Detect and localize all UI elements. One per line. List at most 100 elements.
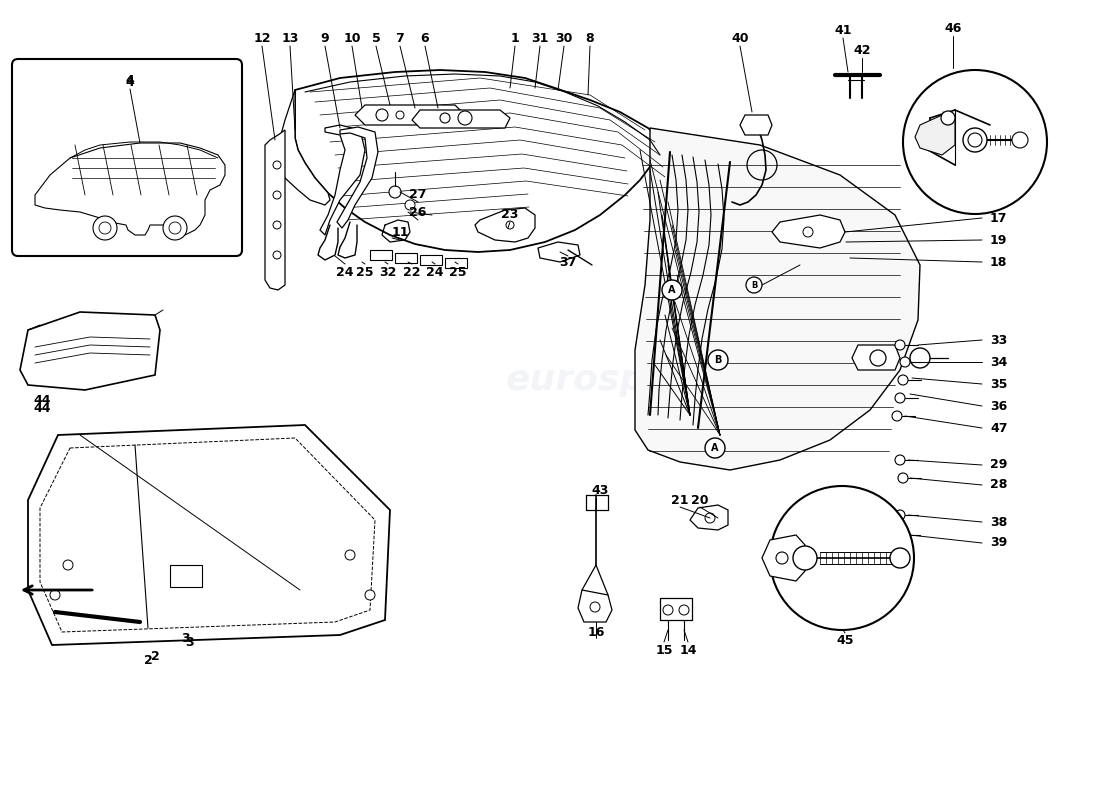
Text: 27: 27	[409, 189, 427, 202]
Circle shape	[705, 438, 725, 458]
Text: 4: 4	[125, 75, 134, 89]
Circle shape	[900, 357, 910, 367]
Text: 2: 2	[144, 654, 153, 666]
Polygon shape	[278, 90, 330, 205]
Polygon shape	[320, 125, 365, 235]
Circle shape	[770, 486, 914, 630]
Text: B: B	[714, 355, 722, 365]
Circle shape	[898, 473, 907, 483]
Circle shape	[440, 113, 450, 123]
Text: 18: 18	[990, 255, 1008, 269]
Circle shape	[506, 221, 514, 229]
Circle shape	[896, 530, 907, 540]
Text: 12: 12	[253, 31, 271, 45]
Circle shape	[345, 550, 355, 560]
Text: 10: 10	[343, 31, 361, 45]
Circle shape	[895, 340, 905, 350]
Text: 25: 25	[449, 266, 466, 278]
Text: 8: 8	[585, 31, 594, 45]
Polygon shape	[35, 143, 226, 235]
Text: 40: 40	[732, 31, 749, 45]
Text: 9: 9	[321, 31, 329, 45]
Circle shape	[94, 216, 117, 240]
Circle shape	[63, 560, 73, 570]
Text: 43: 43	[592, 483, 608, 497]
Text: 17: 17	[990, 211, 1008, 225]
Circle shape	[968, 133, 982, 147]
Circle shape	[870, 350, 886, 366]
Circle shape	[776, 552, 788, 564]
Circle shape	[169, 222, 182, 234]
Circle shape	[895, 455, 905, 465]
Text: 14: 14	[680, 643, 696, 657]
Text: 3: 3	[186, 635, 195, 649]
Text: 39: 39	[990, 537, 1008, 550]
Polygon shape	[265, 130, 285, 290]
Circle shape	[273, 251, 280, 259]
Text: 24: 24	[427, 266, 443, 278]
Polygon shape	[420, 255, 442, 265]
Circle shape	[273, 191, 280, 199]
Text: 1: 1	[510, 31, 519, 45]
Text: 22: 22	[404, 266, 420, 278]
Circle shape	[705, 513, 715, 523]
Circle shape	[892, 411, 902, 421]
Circle shape	[898, 375, 907, 385]
Text: 46: 46	[944, 22, 961, 34]
Text: 32: 32	[379, 266, 397, 278]
Text: 45: 45	[836, 634, 854, 646]
Text: 37: 37	[559, 255, 576, 269]
Polygon shape	[690, 505, 728, 530]
Circle shape	[910, 348, 930, 368]
Circle shape	[903, 70, 1047, 214]
Text: 44: 44	[33, 402, 51, 414]
Text: 7: 7	[396, 31, 405, 45]
Text: B: B	[751, 281, 757, 290]
Polygon shape	[20, 312, 160, 390]
Circle shape	[50, 590, 60, 600]
Text: 23: 23	[502, 209, 519, 222]
Text: 19: 19	[990, 234, 1008, 246]
Polygon shape	[446, 258, 468, 268]
Circle shape	[273, 221, 280, 229]
Circle shape	[663, 605, 673, 615]
Text: 21: 21	[671, 494, 689, 506]
Text: 47: 47	[990, 422, 1008, 434]
Polygon shape	[475, 208, 535, 242]
Circle shape	[662, 280, 682, 300]
Circle shape	[940, 111, 955, 125]
Circle shape	[803, 227, 813, 237]
Text: 2: 2	[151, 650, 160, 662]
Circle shape	[590, 602, 600, 612]
Bar	[170, 565, 202, 587]
Polygon shape	[578, 590, 612, 622]
Circle shape	[273, 161, 280, 169]
Polygon shape	[740, 115, 772, 135]
Polygon shape	[772, 215, 845, 248]
Text: 33: 33	[990, 334, 1008, 346]
Polygon shape	[355, 105, 465, 125]
Text: A: A	[712, 443, 718, 453]
Circle shape	[163, 216, 187, 240]
Text: 28: 28	[990, 478, 1008, 491]
Text: 4: 4	[125, 74, 134, 86]
Circle shape	[895, 510, 905, 520]
Circle shape	[679, 605, 689, 615]
Text: eurospares: eurospares	[125, 473, 354, 507]
Text: A: A	[669, 285, 675, 295]
Text: 41: 41	[834, 23, 851, 37]
FancyBboxPatch shape	[12, 59, 242, 256]
Circle shape	[793, 546, 817, 570]
Circle shape	[405, 200, 415, 210]
Circle shape	[890, 548, 910, 568]
Text: 16: 16	[587, 626, 605, 638]
Circle shape	[99, 222, 111, 234]
Text: 29: 29	[990, 458, 1008, 471]
Text: 35: 35	[990, 378, 1008, 390]
Circle shape	[895, 393, 905, 403]
Text: 42: 42	[854, 43, 871, 57]
Circle shape	[365, 590, 375, 600]
Polygon shape	[852, 345, 900, 370]
Text: eurospares: eurospares	[506, 363, 735, 397]
Polygon shape	[395, 253, 417, 263]
